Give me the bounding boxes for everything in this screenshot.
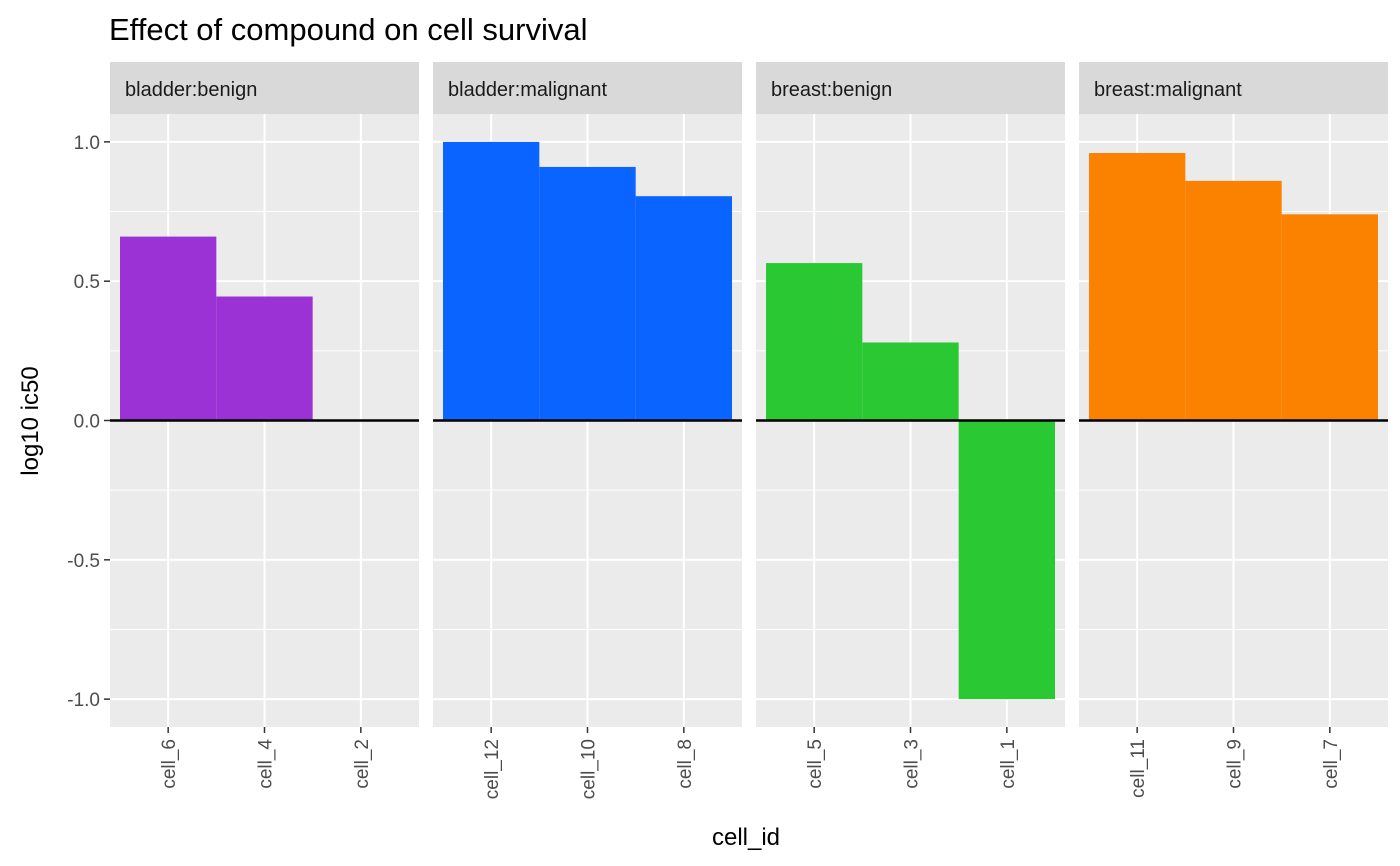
x-tick-label: cell_2 [352, 739, 373, 789]
x-tick-label: cell_3 [902, 739, 923, 789]
bar-cell_6 [120, 236, 217, 421]
bar-cell_12 [443, 141, 540, 421]
bar-cell_4 [216, 296, 313, 421]
bar-cell_1 [958, 420, 1055, 700]
x-tick-label: cell_10 [579, 739, 600, 799]
x-tick-label: cell_4 [256, 739, 277, 789]
x-tick-label: cell_1 [998, 739, 1019, 789]
x-axis-title: cell_id [712, 824, 780, 851]
facet-strip [756, 62, 1065, 114]
y-tick-label: 0.0 [74, 412, 100, 433]
x-tick-label: cell_12 [482, 739, 503, 799]
facet-panel: bladder:malignant cell_12 cell_10 cell_8 [433, 62, 742, 799]
facet-strip-label: breast:malignant [1094, 79, 1242, 101]
y-tick-label: 0.5 [74, 272, 100, 293]
bar-cell_9 [1185, 180, 1282, 421]
y-tick-label: 1.0 [74, 133, 100, 154]
x-tick-label: cell_9 [1225, 739, 1246, 789]
bar-cell_7 [1281, 214, 1378, 421]
y-axis-title: log10 ic50 [17, 366, 44, 475]
x-tick-label: cell_6 [159, 739, 180, 789]
x-tick-label: cell_11 [1128, 739, 1149, 798]
bar-cell_5 [766, 263, 863, 421]
facet-strip [433, 62, 742, 114]
facet-panel: breast:malignant cell_11 cell_9 cell_7 [1079, 62, 1388, 798]
facet-strip [110, 62, 419, 114]
y-tick-label: -0.5 [67, 551, 100, 572]
bar-cell_11 [1089, 153, 1186, 421]
x-tick-label: cell_7 [1321, 739, 1342, 789]
facet-panel: bladder:benign cell_6 cell_4 cell_2 [110, 62, 419, 789]
y-tick-label: -1.0 [67, 690, 100, 711]
facet-strip-label: bladder:malignant [448, 79, 607, 101]
facet-strip-label: bladder:benign [125, 79, 257, 101]
x-tick-label: cell_8 [675, 739, 696, 789]
x-tick-label: cell_5 [805, 739, 826, 789]
bar-cell_10 [539, 166, 636, 421]
bar-cell_8 [635, 196, 732, 421]
facet-panel: breast:benign cell_5 cell_3 cell_1 [756, 62, 1065, 789]
bar-cell_3 [862, 342, 959, 421]
y-axis: -1.0 -0.5 0.0 0.5 1.0 [67, 133, 110, 711]
facet-strip-label: breast:benign [771, 79, 892, 101]
chart-title: Effect of compound on cell survival [109, 12, 587, 47]
facet-strip [1079, 62, 1388, 114]
